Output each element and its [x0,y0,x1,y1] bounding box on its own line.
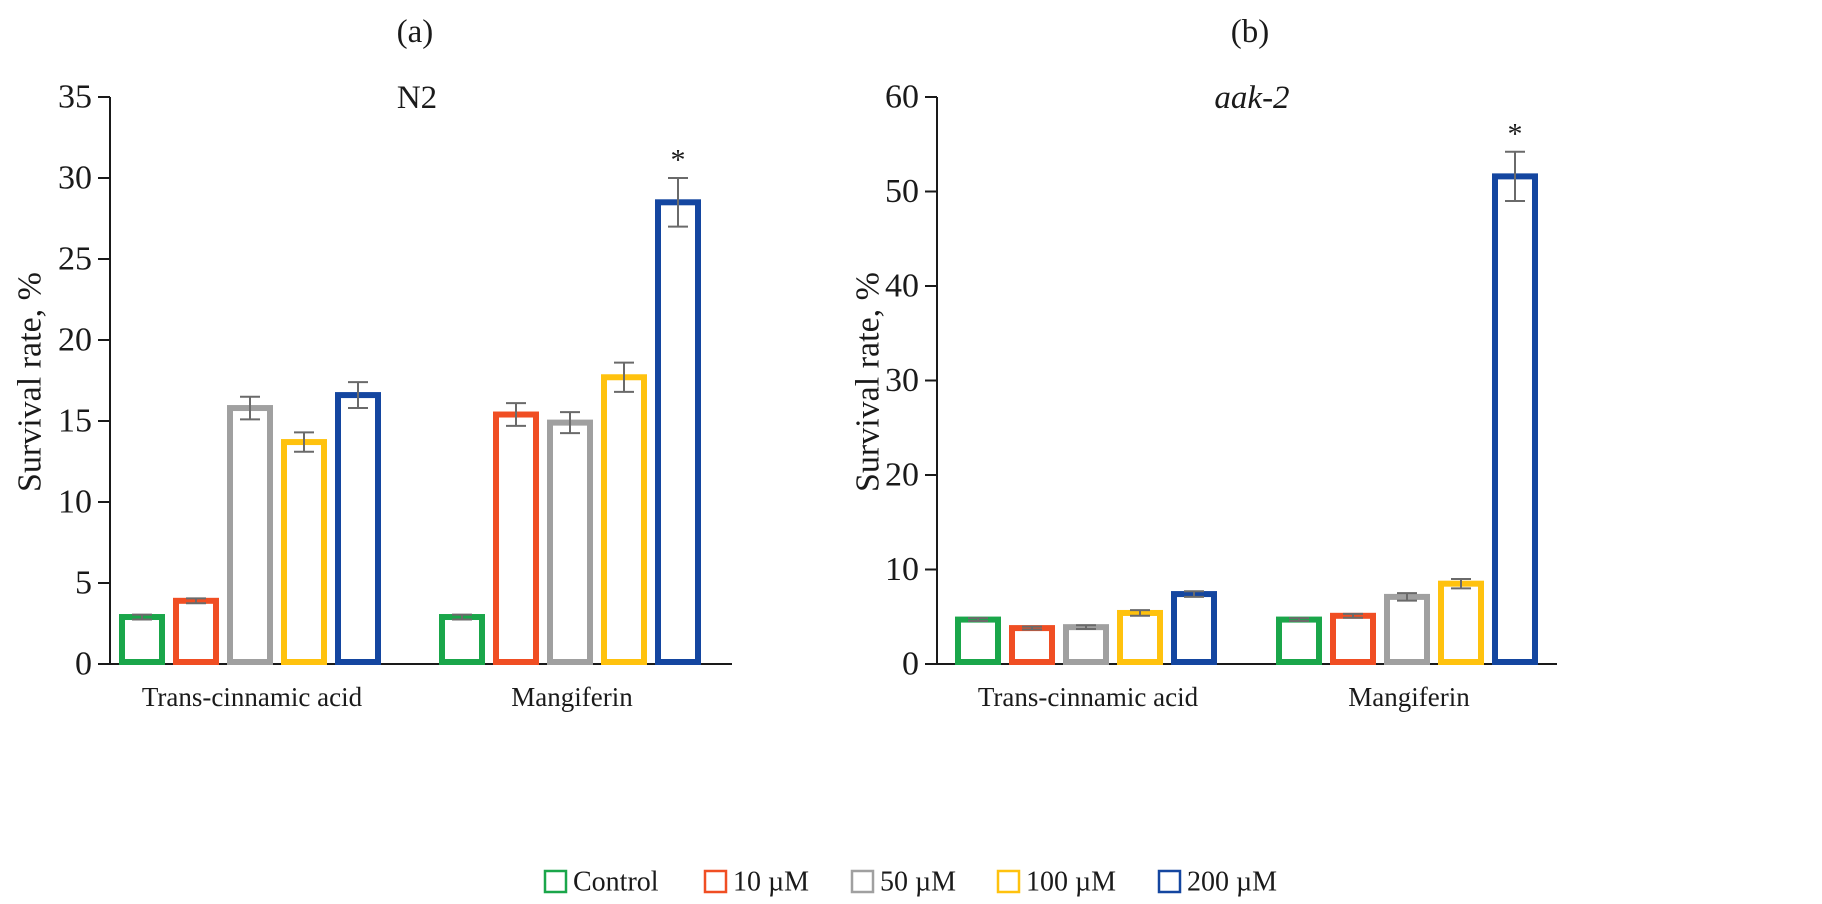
bar [1384,593,1430,666]
bar [1330,612,1376,665]
x-category-label: Trans-cinnamic acid [142,682,363,712]
panel-label: (b) [1231,14,1269,50]
legend-label: 100 µM [1026,867,1116,898]
bar [1171,591,1217,666]
x-category-label: Mangiferin [1348,682,1470,712]
y-tick-label: 10 [58,484,92,521]
panel-label: (a) [397,14,434,50]
y-tick-label: 40 [885,268,919,305]
bar [1117,609,1163,665]
y-tick-label: 25 [58,241,92,278]
y-tick-label: 50 [885,173,919,210]
legend-label: 200 µM [1187,867,1277,898]
y-tick-label: 35 [58,79,92,116]
y-tick-label: 10 [885,551,919,588]
y-tick-label: 5 [75,565,92,602]
chart-title: aak-2 [1214,80,1289,116]
y-tick-label: 20 [58,322,92,359]
y-tick-label: 0 [902,646,919,683]
bar [1276,616,1322,666]
bar [601,374,647,665]
significance-marker: * [1508,117,1523,150]
chart-title: N2 [397,80,437,116]
panel-a: (a) N2 Survival rate, % 0 5 10 15 20 25 30 35 Trans… [12,14,732,712]
legend-swatch [1157,869,1182,894]
y-tick-label: 15 [58,403,92,440]
legend-swatch [703,869,728,894]
bar [119,614,165,666]
legend-label: 50 µM [880,867,956,898]
y-tick-label: 30 [58,160,92,197]
bar [955,616,1001,666]
bar [281,439,327,665]
legend-swatch [850,869,875,894]
panel-b: (b) aak-2 Survival rate, % 0 10 20 30 40 50 60 Tra… [850,14,1557,712]
bar [1492,173,1538,665]
bar [1063,624,1109,666]
bar [1438,580,1484,665]
bar [439,614,485,666]
legend: Control 10 µM 50 µM 100 µM 200 µM [543,867,1277,898]
y-axis-label: Survival rate, % [850,272,887,492]
bar [655,199,701,666]
legend-swatch [996,869,1021,894]
bar [335,392,381,665]
bar [493,411,539,665]
bar [1009,625,1055,666]
y-tick-label: 0 [75,646,92,683]
bar [173,597,219,666]
x-category-label: Mangiferin [511,682,633,712]
y-tick-label: 20 [885,457,919,494]
y-axis-label: Survival rate, % [12,272,49,492]
legend-label: Control [573,867,659,898]
bar [547,419,593,665]
significance-marker: * [671,144,686,177]
x-category-label: Trans-cinnamic acid [978,682,1199,712]
legend-label: 10 µM [733,867,809,898]
y-tick-label: 30 [885,362,919,399]
legend-swatch [543,869,568,894]
bar [227,405,273,666]
y-tick-label: 60 [885,79,919,116]
